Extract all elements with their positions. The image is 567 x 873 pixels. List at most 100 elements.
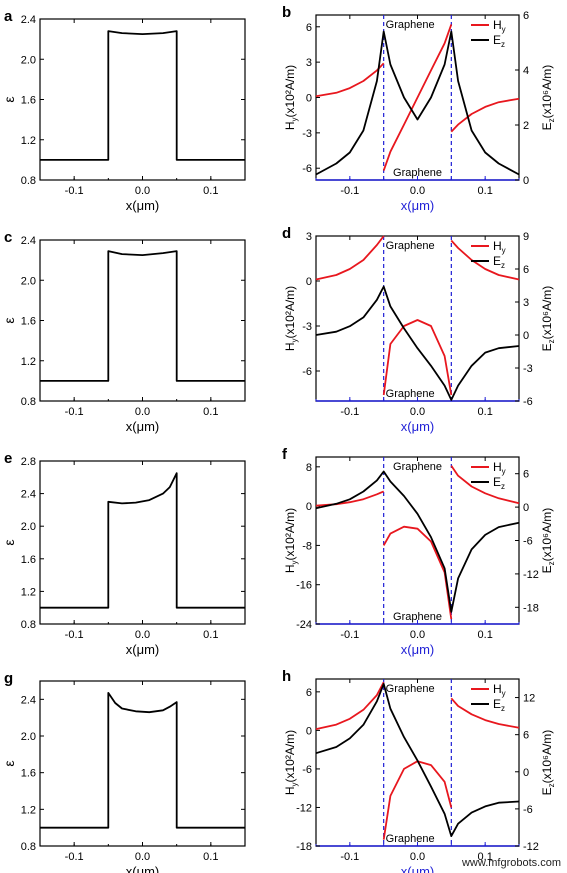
panel-label: e [4, 450, 12, 467]
panel-e: e -0.1 0.0 0.1 x(μm) 0.8 1.2 1.6 2.0 2.4 2.8 ε [1, 450, 246, 657]
y-tick-label: -24 [296, 619, 312, 631]
y-axis-label: ε [1, 539, 17, 545]
y-tick-label: 2.4 [21, 235, 36, 247]
panel-a: a -0.1 0.0 0.1 x(μm) 0.8 1.2 1.6 2.0 2.4 ε [1, 8, 246, 213]
series-ez-segment [315, 683, 520, 837]
y-tick-label: -8 [302, 540, 312, 552]
y-tick-label-right: 0 [523, 175, 529, 187]
y-tick-label: -6 [302, 764, 312, 776]
series-hy-segment [382, 319, 453, 396]
x-tick-label: 0.1 [478, 185, 493, 197]
legend-entry: Hy [493, 18, 506, 34]
series-ez-segment [315, 30, 520, 176]
x-axis-label: x(μm) [126, 864, 159, 873]
y-tick-label: 0.8 [21, 841, 36, 853]
y-axis-label-right: Ez(x10⁶A/m) [540, 730, 556, 796]
x-tick-label: -0.1 [340, 629, 359, 641]
graphene-annotation: Graphene [386, 240, 435, 252]
x-tick-label: -0.1 [340, 185, 359, 197]
y-tick-label-right: 0 [523, 330, 529, 342]
x-tick-label: 0.0 [410, 629, 425, 641]
x-axis-label: x(μm) [401, 198, 434, 213]
x-tick-label: -0.1 [65, 185, 84, 197]
series-ez-segment [315, 470, 520, 613]
y-tick-label: 2.0 [21, 731, 36, 743]
y-tick-label: 0 [306, 501, 312, 513]
y-tick-label: 1.6 [21, 316, 36, 328]
y-tick-label: 1.2 [21, 586, 36, 598]
y-tick-label-right: -12 [523, 569, 539, 581]
y-tick-label-right: -6 [523, 536, 533, 548]
y-tick-label-right: 9 [523, 231, 529, 243]
series-hy-segment [382, 24, 453, 171]
y-tick-label: -6 [302, 366, 312, 378]
y-tick-label: 0 [306, 276, 312, 288]
graphene-annotation: Graphene [386, 19, 435, 31]
panel-c: c -0.1 0.0 0.1 x(μm) 0.8 1.2 1.6 2.0 2.4 ε [1, 229, 246, 434]
panel-label: g [4, 670, 13, 687]
y-tick-label: 2.4 [21, 14, 36, 26]
x-tick-label: -0.1 [340, 851, 359, 863]
x-tick-label: -0.1 [65, 406, 84, 418]
panel-label: f [282, 446, 288, 463]
y-tick-label: -16 [296, 580, 312, 592]
y-axis-label: ε [1, 317, 17, 323]
graphene-annotation: Graphene [393, 611, 442, 623]
y-tick-label: -18 [296, 841, 312, 853]
series-epsilon-segment [40, 250, 245, 382]
y-tick-label: 1.6 [21, 768, 36, 780]
panel-d: d -0.1 0.0 0.1 x(μm) -6 -3 0 3 Hy(x10²A/m) -6 -3 0 3 6… [282, 225, 556, 434]
y-tick-label: -3 [302, 321, 312, 333]
y-tick-label: 0 [306, 725, 312, 737]
series-epsilon-segment [40, 472, 245, 609]
y-tick-label: 0.8 [21, 619, 36, 631]
y-tick-label-right: 4 [523, 65, 529, 77]
y-tick-label: 2.8 [21, 456, 36, 468]
series-hy-segment [315, 235, 385, 281]
x-tick-label: 0.1 [478, 851, 493, 863]
legend-entry: Ez [493, 697, 505, 713]
y-tick-label: 2.4 [21, 694, 36, 706]
y-tick-label: 6 [306, 687, 312, 699]
y-tick-label-right: -6 [523, 804, 533, 816]
panel-g: g -0.1 0.0 0.1 x(μm) 0.8 1.2 1.6 2.0 2.4 ε [1, 670, 246, 873]
x-axis-label: x(μm) [126, 642, 159, 657]
y-tick-label-right: 6 [523, 469, 529, 481]
plot-frame [39, 239, 246, 402]
y-tick-label: 2.0 [21, 54, 36, 66]
y-tick-label-right: 0 [523, 767, 529, 779]
watermark-text: www.mfgrobots.com [461, 857, 561, 869]
x-tick-label: 0.1 [203, 629, 218, 641]
legend-entry: Ez [493, 475, 505, 491]
graphene-annotation: Graphene [386, 833, 435, 845]
plot-frame [39, 680, 246, 847]
y-axis-label: ε [1, 760, 17, 766]
plot-frame [39, 460, 246, 625]
panel-h: h -0.1 0.0 0.1 x(μm) -18 -12 -6 0 6 Hy(x10²A/m) -12… [282, 668, 556, 873]
y-tick-label: 2.0 [21, 521, 36, 533]
y-tick-label: 1.2 [21, 356, 36, 368]
y-tick-label: -6 [302, 163, 312, 175]
x-tick-label: 0.0 [410, 851, 425, 863]
legend-entry: Hy [493, 239, 506, 255]
y-tick-label: 8 [306, 462, 312, 474]
x-tick-label: 0.1 [478, 406, 493, 418]
y-tick-label: 1.2 [21, 135, 36, 147]
legend-entry: Ez [493, 33, 505, 49]
y-tick-label-right: -18 [523, 602, 539, 614]
x-tick-label: 0.0 [135, 406, 150, 418]
series-hy-segment [382, 760, 453, 840]
panel-label: h [282, 668, 291, 685]
x-axis-label: x(μm) [401, 864, 434, 873]
x-tick-label: 0.1 [203, 185, 218, 197]
y-axis-label-left: Hy(x10²A/m) [283, 65, 299, 130]
y-axis-label-right: Ez(x10⁶A/m) [540, 286, 556, 352]
y-axis-label: ε [1, 96, 17, 102]
y-axis-label-left: Hy(x10²A/m) [283, 286, 299, 351]
y-axis-label-right: Ez(x10⁶A/m) [540, 508, 556, 574]
series-epsilon-segment [40, 692, 245, 829]
graphene-annotation: Graphene [393, 461, 442, 473]
x-tick-label: -0.1 [65, 851, 84, 863]
panel-label: b [282, 4, 291, 21]
